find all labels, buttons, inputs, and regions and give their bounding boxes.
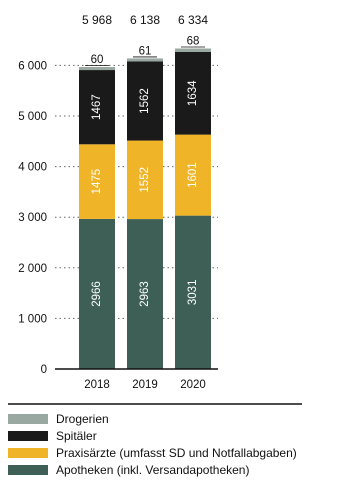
bar-2019-series-0 [127,219,163,369]
legend-label-2: Spitäler [56,429,97,443]
legend-swatch-1 [8,448,48,458]
total-label-2020: 6 334 [178,13,208,27]
bar-2018-series-3 [79,67,115,71]
bar-value-label-2020-series-0: 3031 [187,280,199,306]
bars: 2966 1475 1467 60 2963 1552 1562 61 3031 1601 1634… [79,35,211,369]
bar-value-label-2020-series-3: 68 [187,35,200,47]
bar-value-label-2019-series-1: 1552 [139,167,151,193]
bar-value-label-2019-series-0: 2963 [139,281,151,307]
bar-value-label-2020-series-1: 1601 [187,162,199,188]
bar-2019-series-1 [127,140,163,220]
bar-value-label-2019-series-3: 61 [139,45,152,57]
legend-swatch-3 [8,414,48,424]
x-label-2018: 2018 [84,379,110,391]
bar-2020-series-2 [175,51,211,135]
legend: Drogerien Spitäler Praxisärzte (umfasst SD… [8,412,297,477]
bar-2020-series-0 [175,215,211,369]
bar-2018-series-0 [79,218,115,369]
x-axis-labels: 2018 2019 2020 [84,379,206,391]
bar-2018-series-2 [79,70,115,145]
y-tick-label-3000: 3 000 [18,212,47,224]
y-tick-label-5000: 5 000 [18,111,47,123]
bar-2018-series-1 [79,144,115,219]
legend-label-1: Praxisärzte (umfasst SD und Notfallabgab… [56,446,297,460]
bar-value-label-2018-series-0: 2966 [91,281,103,307]
y-tick-label-1000: 1 000 [18,313,47,325]
total-label-2019: 6 138 [130,13,160,27]
bar-value-label-2019-series-2: 1562 [139,88,151,114]
bar-value-label-2018-series-2: 1467 [91,94,103,120]
x-label-2019: 2019 [132,379,158,391]
x-label-2020: 2020 [180,379,206,391]
bar-value-label-2018-series-1: 1475 [91,169,103,195]
y-tick-label-0: 0 [41,364,47,376]
legend-swatch-2 [8,431,48,441]
bar-2019-series-3 [127,58,163,62]
total-label-2018: 5 968 [82,13,112,27]
total-labels: 5 968 6 138 6 334 [82,13,208,27]
bar-2020-series-1 [175,134,211,216]
y-tick-label-2000: 2 000 [18,263,47,275]
y-tick-label-4000: 4 000 [18,162,47,174]
legend-label-3: Drogerien [56,412,109,426]
bar-value-label-2020-series-2: 1634 [187,80,199,106]
bar-2019-series-2 [127,61,163,141]
y-axis-ticks: 0 1 000 2 000 3 000 4 000 5 000 6 000 [18,60,47,376]
legend-swatch-0 [8,465,48,475]
bar-value-label-2018-series-3: 60 [91,54,104,66]
bar-2020-series-3 [175,48,211,52]
y-tick-label-6000: 6 000 [18,60,47,72]
legend-label-0: Apotheken (inkl. Versandapotheken) [56,463,249,477]
